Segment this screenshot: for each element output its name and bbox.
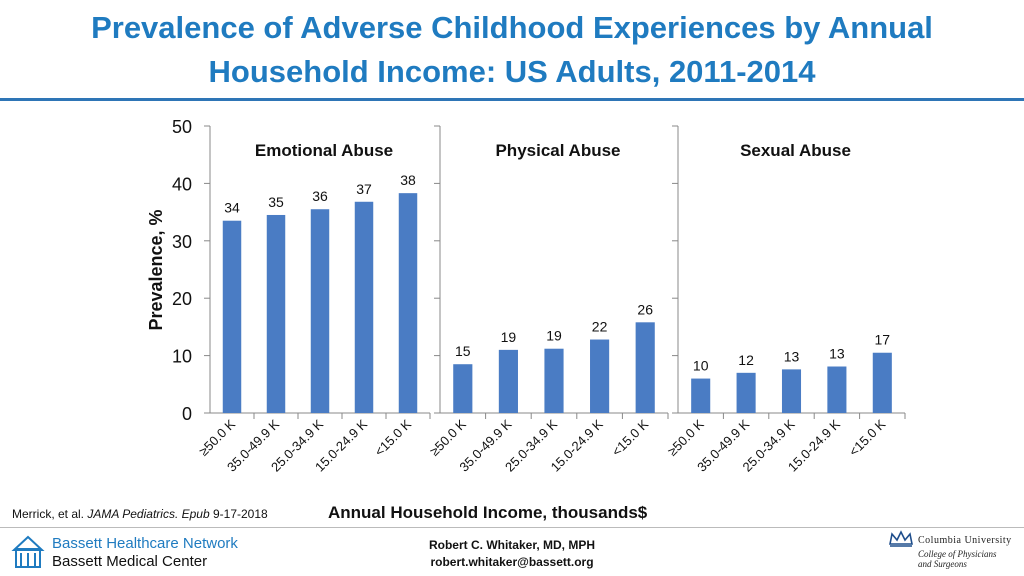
bar: [827, 366, 847, 413]
bar: [781, 369, 802, 413]
bar: [354, 201, 374, 413]
bar: [398, 193, 418, 413]
data-label: 10: [693, 358, 709, 374]
data-label: 19: [546, 328, 562, 344]
citation-author: Merrick, et al.: [12, 507, 85, 521]
citation: Merrick, et al. JAMA Pediatrics. Epub 9-…: [12, 507, 268, 521]
bar: [222, 220, 242, 413]
data-label: 17: [875, 332, 891, 348]
citation-journal: JAMA Pediatrics. Epub: [87, 507, 210, 521]
slide-title: Prevalence of Adverse Childhood Experien…: [0, 6, 1024, 94]
org-center: Bassett Medical Center: [52, 553, 208, 570]
x-tick-label: <15.0 K: [609, 416, 652, 459]
bar: [590, 339, 610, 413]
bar: [635, 322, 655, 413]
author-name: Robert C. Whitaker, MD, MPH: [428, 538, 595, 552]
bar: [872, 352, 892, 413]
data-label: 38: [400, 172, 416, 188]
y-axis-title: Prevalence, %: [146, 209, 166, 330]
footer-divider: [0, 527, 1024, 528]
bar: [736, 372, 756, 413]
author-email: robert.whitaker@bassett.org: [430, 555, 594, 569]
bar: [691, 378, 711, 413]
bar: [266, 214, 286, 413]
bar: [498, 349, 518, 413]
y-tick-label: 40: [172, 174, 192, 194]
y-tick-label: 0: [182, 404, 192, 424]
bassett-logo-icon: [11, 535, 45, 568]
data-label: 22: [592, 319, 608, 335]
columbia-crown-icon: [889, 530, 913, 547]
y-tick-label: 30: [172, 232, 192, 252]
data-label: 15: [455, 343, 471, 359]
title-line-2: Household Income: US Adults, 2011-2014: [208, 54, 816, 89]
panel-title: Sexual Abuse: [740, 141, 851, 160]
bar: [310, 209, 330, 413]
x-axis-title: Annual Household Income, thousands$: [328, 503, 648, 522]
data-label: 12: [738, 352, 754, 368]
y-tick-label: 20: [172, 289, 192, 309]
bar: [544, 348, 564, 413]
data-label: 13: [829, 346, 845, 362]
bar: [453, 364, 473, 413]
data-label: 19: [501, 329, 517, 345]
title-rule: [0, 98, 1024, 101]
citation-date: 9-17-2018: [212, 507, 268, 521]
org-network: Bassett Healthcare Network: [52, 535, 238, 552]
data-label: 37: [356, 181, 372, 197]
college-line-1: College of Physicians: [918, 549, 997, 559]
college-name: College of Physicians and Surgeons: [918, 549, 997, 569]
data-label: 36: [312, 188, 328, 204]
x-tick-label: ≥50.0 K: [665, 416, 707, 458]
x-tick-label: ≥50.0 K: [427, 416, 469, 458]
panel-title: Physical Abuse: [495, 141, 620, 160]
panel-title: Emotional Abuse: [255, 141, 393, 160]
university-name: Columbia University: [918, 535, 1012, 546]
x-tick-label: <15.0 K: [372, 416, 415, 459]
data-label: 26: [637, 301, 653, 317]
x-tick-label: ≥50.0 K: [196, 416, 238, 458]
y-tick-label: 50: [172, 117, 192, 137]
data-label: 34: [224, 200, 240, 216]
x-tick-label: <15.0 K: [846, 416, 889, 459]
title-line-1: Prevalence of Adverse Childhood Experien…: [91, 10, 933, 45]
data-label: 35: [268, 194, 284, 210]
data-label: 13: [784, 348, 800, 364]
college-line-2: and Surgeons: [918, 559, 967, 569]
y-tick-label: 10: [172, 347, 192, 367]
